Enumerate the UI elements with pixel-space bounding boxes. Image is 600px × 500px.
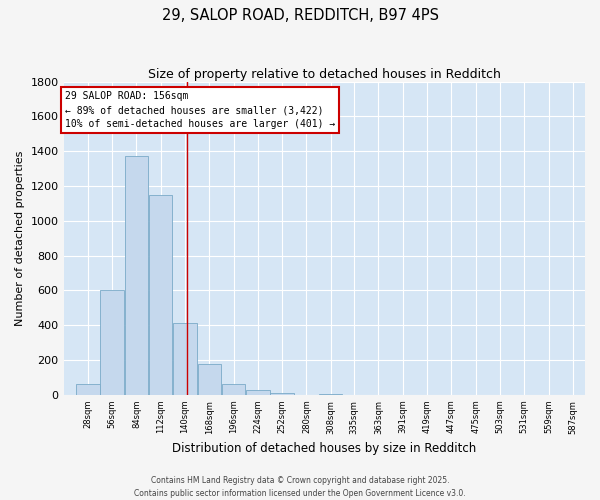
Y-axis label: Number of detached properties: Number of detached properties bbox=[15, 150, 25, 326]
Bar bbox=[246, 390, 269, 395]
Bar bbox=[125, 156, 148, 395]
Text: 29, SALOP ROAD, REDDITCH, B97 4PS: 29, SALOP ROAD, REDDITCH, B97 4PS bbox=[161, 8, 439, 22]
Title: Size of property relative to detached houses in Redditch: Size of property relative to detached ho… bbox=[148, 68, 501, 80]
Bar bbox=[222, 384, 245, 395]
Bar bbox=[197, 364, 221, 395]
X-axis label: Distribution of detached houses by size in Redditch: Distribution of detached houses by size … bbox=[172, 442, 476, 455]
Text: 29 SALOP ROAD: 156sqm
← 89% of detached houses are smaller (3,422)
10% of semi-d: 29 SALOP ROAD: 156sqm ← 89% of detached … bbox=[65, 91, 335, 129]
Bar bbox=[149, 194, 172, 395]
Bar bbox=[100, 290, 124, 395]
Bar bbox=[76, 384, 100, 395]
Text: Contains HM Land Registry data © Crown copyright and database right 2025.
Contai: Contains HM Land Registry data © Crown c… bbox=[134, 476, 466, 498]
Bar bbox=[319, 394, 343, 395]
Bar bbox=[173, 322, 197, 395]
Bar bbox=[271, 393, 294, 395]
